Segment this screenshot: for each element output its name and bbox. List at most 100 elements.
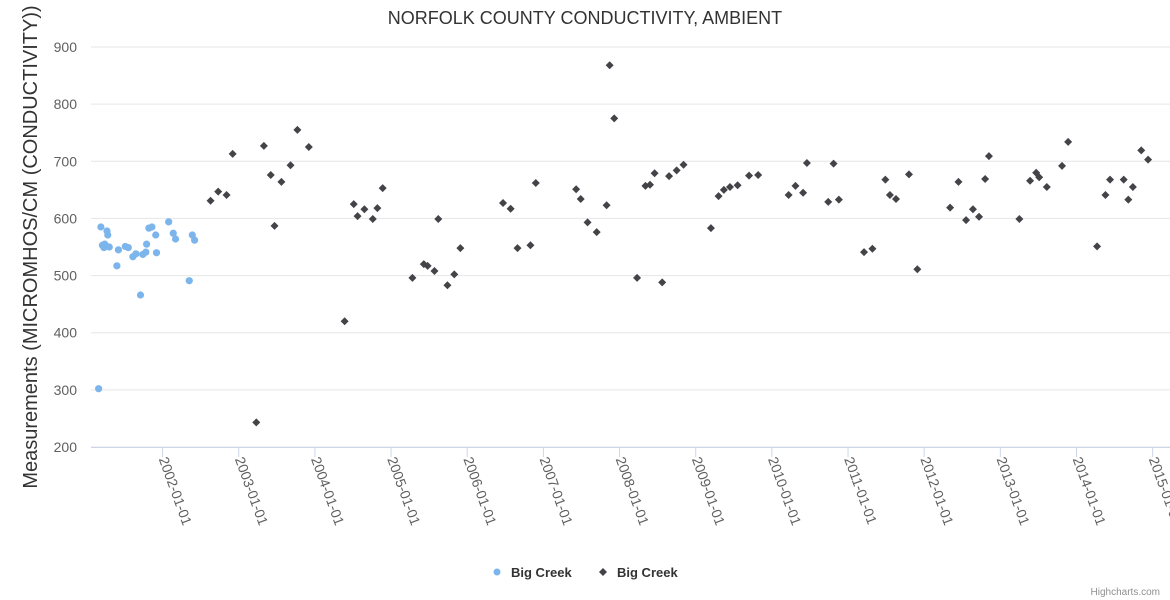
- data-point-series-2[interactable]: [576, 195, 585, 203]
- data-point-series-2[interactable]: [605, 61, 614, 70]
- data-point-series-2[interactable]: [368, 215, 377, 223]
- data-point-series-1[interactable]: [97, 223, 105, 231]
- data-point-series-1[interactable]: [104, 231, 112, 239]
- data-point-series-2[interactable]: [975, 212, 984, 221]
- data-point-series-1[interactable]: [152, 231, 160, 239]
- data-point-series-2[interactable]: [719, 185, 728, 194]
- data-point-series-2[interactable]: [633, 273, 642, 282]
- data-point-series-2[interactable]: [259, 141, 268, 150]
- data-point-series-2[interactable]: [658, 278, 667, 287]
- data-point-series-1[interactable]: [142, 240, 151, 248]
- data-point-series-2[interactable]: [1058, 161, 1067, 170]
- data-point-series-2[interactable]: [745, 171, 754, 180]
- data-point-series-2[interactable]: [583, 218, 592, 227]
- data-point-series-2[interactable]: [378, 184, 387, 193]
- data-point-series-2[interactable]: [802, 159, 811, 167]
- data-point-series-2[interactable]: [791, 181, 800, 190]
- data-point-series-2[interactable]: [423, 261, 432, 270]
- data-point-series-1[interactable]: [185, 277, 193, 285]
- data-point-series-2[interactable]: [340, 317, 349, 326]
- data-point-series-2[interactable]: [646, 180, 655, 189]
- data-point-series-2[interactable]: [353, 212, 362, 221]
- data-point-series-2[interactable]: [868, 244, 877, 253]
- data-point-series-2[interactable]: [650, 169, 659, 178]
- data-point-series-2[interactable]: [881, 175, 890, 184]
- data-point-series-2[interactable]: [885, 191, 894, 199]
- data-point-series-2[interactable]: [450, 270, 459, 279]
- data-point-series-2[interactable]: [1042, 183, 1051, 191]
- data-point-series-1[interactable]: [142, 248, 150, 256]
- data-point-series-1[interactable]: [165, 218, 173, 226]
- data-point-series-2[interactable]: [1119, 175, 1128, 184]
- data-point-series-2[interactable]: [1144, 155, 1153, 164]
- data-point-series-2[interactable]: [1137, 146, 1146, 155]
- data-point-series-2[interactable]: [408, 273, 417, 282]
- data-point-series-1[interactable]: [124, 243, 132, 252]
- credits-link[interactable]: Highcharts.com: [1091, 587, 1160, 598]
- data-point-series-2[interactable]: [984, 152, 993, 161]
- data-point-series-2[interactable]: [1015, 215, 1024, 223]
- data-point-series-2[interactable]: [1026, 176, 1035, 185]
- data-point-series-2[interactable]: [706, 224, 715, 233]
- data-point-series-2[interactable]: [860, 248, 869, 257]
- data-point-series-1[interactable]: [113, 262, 121, 270]
- data-point-series-1[interactable]: [95, 385, 103, 393]
- data-point-series-2[interactable]: [430, 267, 439, 275]
- data-point-series-1[interactable]: [114, 246, 123, 254]
- data-point-series-2[interactable]: [824, 197, 833, 206]
- data-point-series-2[interactable]: [904, 170, 913, 179]
- legend-item-series-1[interactable]: Big Creek: [493, 565, 573, 580]
- data-point-series-2[interactable]: [962, 216, 971, 225]
- data-point-series-2[interactable]: [784, 191, 793, 199]
- data-point-series-2[interactable]: [506, 204, 515, 213]
- data-point-series-1[interactable]: [148, 223, 156, 231]
- data-point-series-2[interactable]: [1128, 183, 1137, 191]
- data-point-series-2[interactable]: [733, 181, 742, 190]
- data-point-series-2[interactable]: [572, 185, 581, 194]
- data-point-series-2[interactable]: [610, 114, 619, 123]
- data-point-series-2[interactable]: [1035, 173, 1044, 182]
- data-point-series-1[interactable]: [105, 243, 113, 251]
- data-point-series-2[interactable]: [665, 172, 674, 181]
- data-point-series-2[interactable]: [456, 244, 465, 253]
- data-point-series-2[interactable]: [602, 201, 611, 210]
- data-point-series-2[interactable]: [434, 215, 443, 223]
- data-point-series-2[interactable]: [513, 244, 522, 253]
- data-point-series-2[interactable]: [286, 161, 295, 170]
- data-point-series-1[interactable]: [171, 235, 180, 243]
- data-point-series-2[interactable]: [1064, 137, 1073, 146]
- data-point-series-1[interactable]: [136, 291, 145, 299]
- data-point-series-2[interactable]: [228, 149, 237, 158]
- data-point-series-2[interactable]: [214, 187, 223, 196]
- data-point-series-2[interactable]: [206, 196, 215, 205]
- data-point-series-2[interactable]: [592, 228, 601, 237]
- data-point-series-2[interactable]: [349, 200, 358, 209]
- data-point-series-1[interactable]: [152, 249, 161, 257]
- data-point-series-1[interactable]: [169, 229, 177, 237]
- data-point-series-2[interactable]: [1124, 195, 1133, 204]
- data-point-series-2[interactable]: [968, 205, 977, 214]
- data-point-series-2[interactable]: [672, 166, 681, 175]
- data-point-series-2[interactable]: [799, 188, 808, 197]
- data-point-series-2[interactable]: [946, 203, 955, 212]
- data-point-series-2[interactable]: [266, 171, 275, 179]
- data-point-series-2[interactable]: [892, 195, 901, 203]
- data-point-series-2[interactable]: [981, 175, 990, 183]
- data-point-series-2[interactable]: [1101, 191, 1110, 199]
- data-point-series-2[interactable]: [954, 177, 963, 186]
- data-point-series-2[interactable]: [725, 183, 734, 191]
- data-point-series-2[interactable]: [304, 143, 313, 151]
- data-point-series-2[interactable]: [829, 159, 838, 168]
- data-point-series-2[interactable]: [714, 192, 723, 201]
- data-point-series-2[interactable]: [499, 199, 508, 207]
- data-point-series-2[interactable]: [360, 205, 369, 214]
- data-point-series-2[interactable]: [526, 241, 535, 250]
- data-point-series-2[interactable]: [679, 160, 688, 169]
- data-point-series-2[interactable]: [293, 125, 302, 134]
- data-point-series-2[interactable]: [531, 179, 540, 187]
- data-point-series-2[interactable]: [1093, 242, 1102, 251]
- legend-item-series-2[interactable]: Big Creek: [599, 565, 678, 580]
- data-point-series-2[interactable]: [373, 204, 382, 213]
- data-point-series-2[interactable]: [913, 265, 922, 274]
- data-point-series-2[interactable]: [222, 191, 231, 199]
